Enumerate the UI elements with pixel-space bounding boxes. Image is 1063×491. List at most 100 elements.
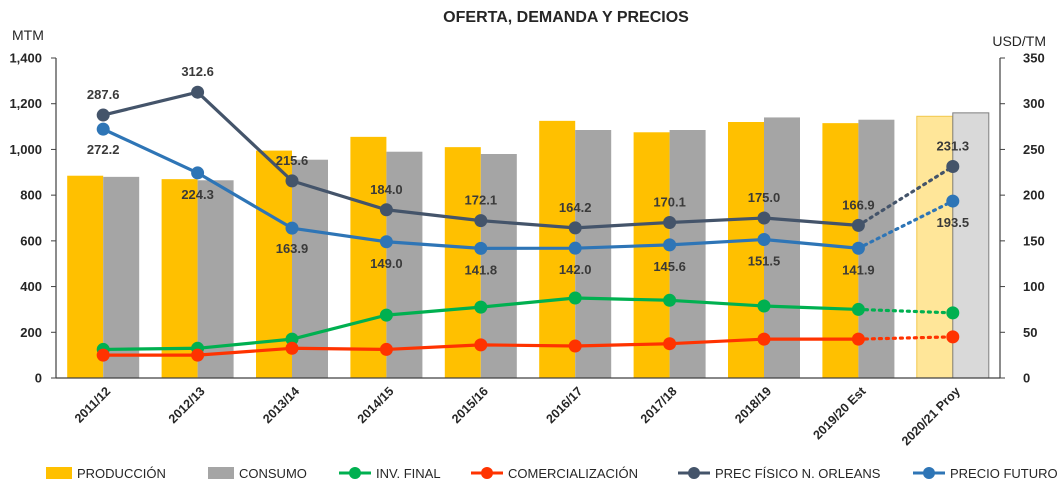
- point-precio-futuro: [946, 194, 960, 208]
- bar-consumo: [103, 176, 140, 378]
- bar-produccion: [161, 179, 198, 378]
- left-axis-unit: MTM: [12, 27, 44, 43]
- axes: 0 200 400 600 800 1,000 1,200 1,400 0 50 100 150 200…: [9, 51, 1044, 386]
- point-comercializacion: [474, 338, 488, 352]
- point-prec-fisico-n-orleans: [96, 108, 110, 122]
- point-comercializacion: [379, 342, 393, 356]
- y-left-tick-label: 1,400: [9, 51, 42, 66]
- bars: [67, 112, 990, 379]
- point-precio-futuro: [568, 241, 582, 255]
- lines: [96, 85, 960, 362]
- point-inv-final: [663, 293, 677, 307]
- point-precio-futuro: [757, 232, 771, 246]
- point-inv-final: [285, 332, 299, 346]
- y-left-tick-label: 0: [35, 371, 42, 386]
- data-label-prec-fisico: 287.6: [87, 87, 120, 102]
- point-prec-fisico-n-orleans: [663, 215, 677, 229]
- legend-swatch-consumo: [208, 467, 234, 479]
- data-label-precio-futuro: 224.3: [181, 187, 214, 202]
- x-tick-label: 2019/20 Est: [810, 384, 869, 443]
- legend-swatch-produccion: [46, 467, 72, 479]
- data-label-prec-fisico: 164.2: [559, 200, 592, 215]
- data-labels: 287.6 312.6 215.6 184.0 172.1 164.2 170.1 175.0…: [87, 64, 969, 277]
- point-prec-fisico-n-orleans: [379, 203, 393, 217]
- legend-label-produccion: PRODUCCIÓN: [77, 466, 166, 481]
- legend-label-prec-fisico-n-orleans: PREC FÍSICO N. ORLEANS: [715, 466, 881, 481]
- point-precio-futuro: [285, 221, 299, 235]
- right-axis-unit: USD/TM: [992, 33, 1046, 49]
- point-prec-fisico-n-orleans: [191, 85, 205, 99]
- data-label-prec-fisico: 215.6: [276, 153, 309, 168]
- y-left-tick-label: 800: [20, 188, 42, 203]
- point-comercializacion: [191, 348, 205, 362]
- point-comercializacion: [285, 341, 299, 355]
- y-right-tick-label: 100: [1023, 279, 1045, 294]
- bar-consumo: [386, 151, 423, 378]
- point-prec-fisico-n-orleans: [757, 211, 771, 225]
- point-inv-final: [757, 299, 771, 313]
- bar-produccion: [256, 150, 292, 378]
- x-tick-label: 2012/13: [166, 384, 208, 426]
- data-label-prec-fisico: 312.6: [181, 64, 214, 79]
- y-right-tick-label: 0: [1023, 371, 1030, 386]
- data-label-prec-fisico: 231.3: [937, 139, 970, 154]
- point-inv-final: [474, 300, 488, 314]
- y-left-tick-label: 1,200: [9, 96, 42, 111]
- data-label-precio-futuro: 141.9: [842, 262, 875, 277]
- x-tick-label: 2013/14: [260, 384, 302, 426]
- x-tick-label: 2014/15: [355, 384, 397, 426]
- bar-produccion: [633, 132, 670, 378]
- bar-consumo: [575, 130, 612, 378]
- point-inv-final: [946, 306, 960, 320]
- point-comercializacion: [568, 339, 582, 353]
- point-prec-fisico-n-orleans: [946, 160, 960, 174]
- projection-line-precio-futuro: [856, 199, 955, 250]
- chart-title: OFERTA, DEMANDA Y PRECIOS: [443, 9, 689, 26]
- legend-label-consumo: CONSUMO: [239, 466, 307, 481]
- point-precio-futuro: [191, 166, 205, 180]
- x-tick-label: 2020/21 Proy: [899, 384, 963, 448]
- bar-produccion: [728, 122, 764, 378]
- data-label-prec-fisico: 184.0: [370, 182, 403, 197]
- point-comercializacion: [851, 332, 865, 346]
- point-comercializacion: [757, 332, 771, 346]
- y-right-tick-label: 350: [1023, 51, 1045, 66]
- point-precio-futuro: [96, 122, 110, 136]
- projection-line-comercializacion: [856, 335, 955, 341]
- point-inv-final: [379, 308, 393, 322]
- y-right-tick-label: 250: [1023, 142, 1045, 157]
- projection-line-prec-fisico-n-orleans: [856, 164, 955, 228]
- point-comercializacion: [663, 337, 677, 351]
- point-prec-fisico-n-orleans: [851, 218, 865, 232]
- point-prec-fisico-n-orleans: [285, 174, 299, 188]
- y-left-tick-label: 200: [20, 325, 42, 340]
- y-right-tick-label: 300: [1023, 96, 1045, 111]
- data-label-precio-futuro: 149.0: [370, 256, 403, 271]
- projection-line-inv-final: [856, 307, 955, 315]
- point-precio-futuro: [851, 241, 865, 255]
- bar-produccion: [444, 147, 481, 378]
- point-precio-futuro: [474, 241, 488, 255]
- data-label-precio-futuro: 141.8: [465, 262, 498, 277]
- data-label-prec-fisico: 172.1: [465, 193, 498, 208]
- bar-consumo: [952, 112, 990, 379]
- bar-produccion: [67, 175, 104, 378]
- point-comercializacion: [96, 348, 110, 362]
- legend-marker-prec-fisico-n-orleans: [688, 467, 700, 479]
- bar-produccion: [350, 136, 387, 378]
- bar-consumo: [480, 154, 517, 378]
- x-tick-label: 2018/19: [732, 384, 774, 426]
- legend-label-comercializacion: COMERCIALIZACIÓN: [508, 466, 638, 481]
- x-tick-labels: 2011/12 2012/13 2013/14 2014/15 2015/16 2016/…: [72, 384, 963, 449]
- x-tick-label: 2017/18: [638, 384, 680, 426]
- point-precio-futuro: [663, 238, 677, 252]
- y-right-tick-label: 50: [1023, 325, 1037, 340]
- data-label-precio-futuro: 151.5: [748, 253, 781, 268]
- point-inv-final: [568, 291, 582, 305]
- data-label-precio-futuro: 163.9: [276, 241, 309, 256]
- data-label-prec-fisico: 175.0: [748, 190, 781, 205]
- y-left-tick-label: 1,000: [9, 142, 42, 157]
- data-label-precio-futuro: 142.0: [559, 262, 592, 277]
- legend-label-precio-futuro: PRECIO FUTURO: [950, 466, 1058, 481]
- point-prec-fisico-n-orleans: [568, 221, 582, 235]
